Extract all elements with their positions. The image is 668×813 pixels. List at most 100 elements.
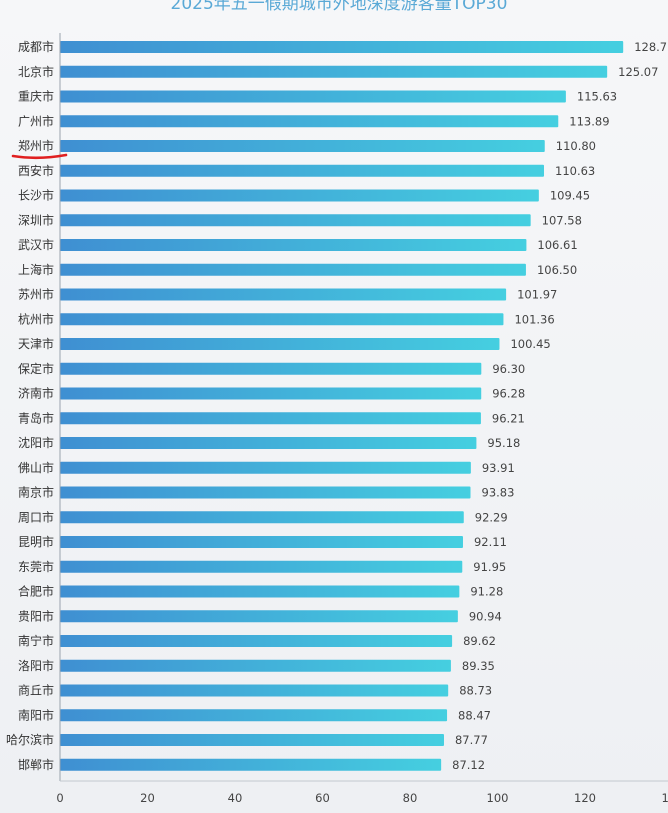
bars-layer [60,41,624,771]
category-label-25: 南宁市 [18,633,54,648]
bar-25 [60,635,453,647]
bar-23 [60,585,460,598]
bar-28 [60,709,448,722]
x-tick-label-0: 0 [56,791,63,805]
bar-9 [60,239,527,251]
value-label-11: 101.97 [517,288,557,302]
value-label-13: 100.45 [510,337,550,351]
category-label-26: 洛阳市 [18,658,54,673]
category-label-14: 保定市 [18,361,54,376]
category-label-4: 广州市 [18,113,54,128]
value-label-3: 115.63 [577,90,617,104]
category-label-30: 邯郸市 [18,757,54,772]
value-label-12: 101.36 [514,312,554,326]
value-label-30: 87.12 [452,758,485,772]
category-label-17: 沈阳市 [18,435,54,450]
value-label-21: 92.11 [474,535,507,549]
bar-15 [60,387,482,400]
x-tick-label-80: 80 [403,791,418,805]
red-underline-annotation [11,153,68,160]
bar-26 [60,659,451,672]
x-tick-label-20: 20 [140,791,155,805]
value-label-18: 93.91 [482,461,515,475]
value-label-5: 110.80 [556,139,596,153]
chart-title: 2025年五一假期城市外地深度游客量TOP30 [171,0,508,14]
category-label-2: 北京市 [18,64,54,79]
value-label-1: 128.73 [634,40,668,54]
category-label-13: 天津市 [18,336,54,351]
value-label-14: 96.30 [492,362,525,376]
value-label-24: 90.94 [469,609,502,623]
category-label-8: 深圳市 [18,212,54,227]
category-label-28: 南阳市 [18,707,54,722]
bar-4 [60,115,559,128]
category-labels: 成都市北京市重庆市广州市郑州市西安市长沙市深圳市武汉市上海市苏州市杭州市天津市保… [6,39,54,772]
bar-2 [60,65,608,78]
category-label-21: 昆明市 [18,534,54,549]
value-label-23: 91.28 [470,585,503,599]
bar-11 [60,288,507,301]
value-label-4: 113.89 [569,114,609,128]
category-label-12: 杭州市 [18,311,54,326]
category-label-19: 南京市 [18,485,54,500]
bar-21 [60,536,463,548]
bar-17 [60,437,477,449]
value-label-22: 91.95 [473,560,506,574]
bar-3 [60,90,566,103]
category-label-5: 郑州市 [18,138,54,153]
value-label-7: 109.45 [550,189,590,203]
x-axis: 0 20 40 60 80 100 120 140 [56,33,668,805]
category-label-1: 成都市 [18,39,54,54]
bar-29 [60,734,444,746]
value-label-17: 95.18 [487,436,520,450]
bar-10 [60,263,526,276]
value-label-16: 96.21 [492,411,525,425]
value-label-28: 88.47 [458,708,491,722]
value-label-8: 107.58 [542,213,582,227]
value-label-25: 89.62 [463,634,496,648]
category-label-29: 哈尔滨市 [6,732,54,747]
x-tick-label-120: 120 [574,791,596,805]
value-label-15: 96.28 [492,387,525,401]
bar-20 [60,511,464,524]
x-tick-label-40: 40 [228,791,243,805]
annotation-layer [11,153,68,160]
value-label-20: 92.29 [475,510,508,524]
bar-19 [60,486,471,499]
category-label-23: 合肥市 [18,584,54,599]
category-label-7: 长沙市 [18,188,54,203]
bar-18 [60,461,471,474]
x-tick-label-140: 140 [662,791,668,805]
bar-13 [60,338,500,350]
category-label-10: 上海市 [18,262,54,277]
value-label-10: 106.50 [537,263,577,277]
value-label-19: 93.83 [482,486,515,500]
bar-27 [60,684,449,697]
category-label-24: 贵阳市 [18,608,54,623]
x-tick-label-60: 60 [315,791,330,805]
bar-16 [60,412,481,425]
bar-30 [60,758,442,771]
category-label-20: 周口市 [18,509,54,524]
bar-12 [60,313,504,326]
bar-7 [60,189,539,202]
value-label-29: 87.77 [455,733,488,747]
bar-14 [60,362,482,375]
bar-8 [60,214,531,227]
bar-6 [60,164,545,177]
value-label-9: 106.61 [537,238,577,252]
category-label-9: 武汉市 [18,237,54,252]
category-label-15: 济南市 [18,386,54,401]
value-label-27: 88.73 [459,684,492,698]
bar-1 [60,41,624,53]
bar-5 [60,140,545,152]
category-label-27: 商丘市 [18,683,54,698]
bar-22 [60,560,463,573]
category-label-22: 东莞市 [18,559,54,574]
value-label-26: 89.35 [462,659,495,673]
category-label-6: 西安市 [18,163,54,178]
value-label-2: 125.07 [618,65,658,79]
